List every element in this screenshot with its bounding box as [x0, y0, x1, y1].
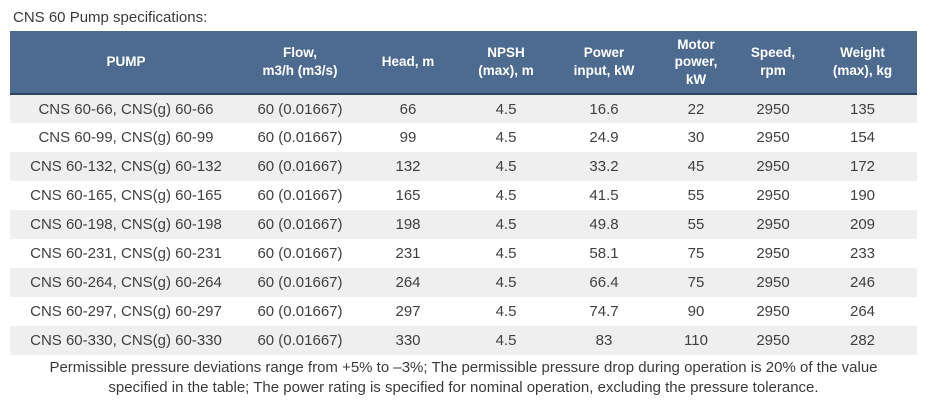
table-cell: 165: [395, 187, 421, 204]
table-cell: 2950: [756, 187, 790, 204]
table-cell: 75: [687, 274, 705, 291]
table-cell: CNS 60-66, CNS(g) 60-66: [38, 100, 214, 118]
table-cell: CNS 60-231, CNS(g) 60-231: [30, 245, 222, 262]
table-cell: CNS 60-165, CNS(g) 60-165: [30, 187, 222, 204]
table-cell: 60 (0.01667): [257, 100, 343, 118]
table-cell: 132: [395, 158, 421, 175]
table-cell: 90: [687, 303, 705, 320]
pump-table-body: CNS 60-66, CNS(g) 60-66 60 (0.01667) 66 4.5…: [10, 94, 917, 355]
table-row: CNS 60-66, CNS(g) 60-66 60 (0.01667) 66 4.5…: [10, 94, 917, 123]
table-cell: 2950: [756, 158, 790, 175]
table-cell: 135: [849, 100, 876, 118]
column-header-npsh: NPSH (max), m: [458, 31, 554, 95]
column-header-pump: PUMP: [10, 31, 242, 95]
pump-spec-table: PUMP Flow, m3/h (m3/s) Head, m NPSH (max…: [10, 31, 917, 355]
table-cell: 16.6: [589, 100, 619, 118]
table-cell: 83: [595, 332, 613, 349]
table-row: CNS 60-198, CNS(g) 60-198 60 (0.01667) 198…: [10, 210, 917, 239]
table-cell: 4.5: [495, 100, 517, 118]
column-header-head: Head, m: [358, 31, 458, 95]
table-cell: 49.8: [589, 216, 619, 233]
table-row: CNS 60-132, CNS(g) 60-132 60 (0.01667) 132…: [10, 152, 917, 181]
table-cell: 198: [395, 216, 421, 233]
table-cell: 2950: [756, 274, 790, 291]
table-cell: CNS 60-330, CNS(g) 60-330: [30, 332, 222, 349]
table-cell: 58.1: [589, 245, 619, 262]
table-cell: 264: [395, 274, 421, 291]
table-cell: 60 (0.01667): [257, 158, 343, 175]
table-cell: 55: [687, 216, 705, 233]
column-header-power-input: Power input, kW: [554, 31, 654, 95]
footnote-text: Permissible pressure deviations range fr…: [49, 359, 878, 396]
table-cell: 2950: [756, 100, 790, 118]
table-cell: 55: [687, 187, 705, 204]
table-cell: 60 (0.01667): [257, 245, 343, 262]
table-cell: 30: [687, 129, 705, 146]
table-cell: 233: [849, 245, 876, 262]
table-cell: 66.4: [589, 274, 619, 291]
table-row: CNS 60-264, CNS(g) 60-264 60 (0.01667) 264…: [10, 268, 917, 297]
table-cell: CNS 60-132, CNS(g) 60-132: [30, 158, 222, 175]
table-cell: 4.5: [495, 158, 517, 175]
table-cell: 2950: [756, 216, 790, 233]
table-row: CNS 60-231, CNS(g) 60-231 60 (0.01667) 231…: [10, 239, 917, 268]
table-cell: 75: [687, 245, 705, 262]
table-cell: 282: [849, 332, 876, 349]
table-cell: 4.5: [495, 332, 517, 349]
table-cell: 60 (0.01667): [257, 216, 343, 233]
table-row: CNS 60-99, CNS(g) 60-99 60 (0.01667) 99 4.5…: [10, 123, 917, 152]
table-cell: 190: [849, 187, 876, 204]
table-cell: 60 (0.01667): [257, 274, 343, 291]
table-cell: 60 (0.01667): [257, 332, 343, 349]
table-cell: 74.7: [589, 303, 619, 320]
table-cell: 154: [849, 129, 876, 146]
column-header-weight: Weight (max), kg: [808, 31, 917, 95]
table-cell: 33.2: [589, 158, 619, 175]
table-cell: 264: [849, 303, 876, 320]
table-cell: 2950: [756, 332, 790, 349]
table-row: CNS 60-297, CNS(g) 60-297 60 (0.01667) 297…: [10, 297, 917, 326]
table-cell: CNS 60-198, CNS(g) 60-198: [30, 216, 222, 233]
table-cell: CNS 60-264, CNS(g) 60-264: [30, 274, 222, 291]
table-cell: 4.5: [495, 187, 517, 204]
table-cell: 4.5: [495, 129, 517, 146]
table-cell: 66: [399, 100, 417, 118]
column-header-motor-power: Motor power, kW: [654, 31, 738, 95]
table-cell: 110: [684, 332, 708, 349]
table-cell: 246: [849, 274, 876, 291]
table-row: CNS 60-165, CNS(g) 60-165 60 (0.01667) 165…: [10, 181, 917, 210]
table-cell: 2950: [756, 129, 790, 146]
table-cell: 2950: [756, 303, 790, 320]
table-cell: 60 (0.01667): [257, 187, 343, 204]
table-row: CNS 60-330, CNS(g) 60-330 60 (0.01667) 330…: [10, 326, 917, 355]
table-cell: 41.5: [589, 187, 619, 204]
column-header-flow: Flow, m3/h (m3/s): [242, 31, 358, 95]
table-cell: CNS 60-297, CNS(g) 60-297: [30, 303, 222, 320]
table-cell: 2950: [756, 245, 790, 262]
table-cell: 4.5: [495, 274, 517, 291]
table-header-row: PUMP Flow, m3/h (m3/s) Head, m NPSH (max…: [10, 31, 917, 95]
table-cell: 172: [849, 158, 876, 175]
table-cell: 60 (0.01667): [257, 303, 343, 320]
table-cell: 4.5: [495, 216, 517, 233]
column-header-speed: Speed, rpm: [738, 31, 808, 95]
table-cell: 330: [395, 332, 421, 349]
table-cell: 99: [399, 129, 417, 146]
table-cell: 209: [849, 216, 876, 233]
table-cell: 22: [687, 100, 705, 118]
table-cell: 4.5: [495, 303, 517, 320]
table-cell: 24.9: [589, 129, 619, 146]
table-cell: 231: [395, 245, 421, 262]
table-cell: 45: [687, 158, 705, 175]
page-title: CNS 60 Pump specifications:: [13, 9, 208, 26]
table-cell: 60 (0.01667): [257, 129, 343, 146]
table-cell: 297: [395, 303, 421, 320]
table-cell: CNS 60-99, CNS(g) 60-99: [38, 129, 214, 146]
table-cell: 4.5: [495, 245, 517, 262]
